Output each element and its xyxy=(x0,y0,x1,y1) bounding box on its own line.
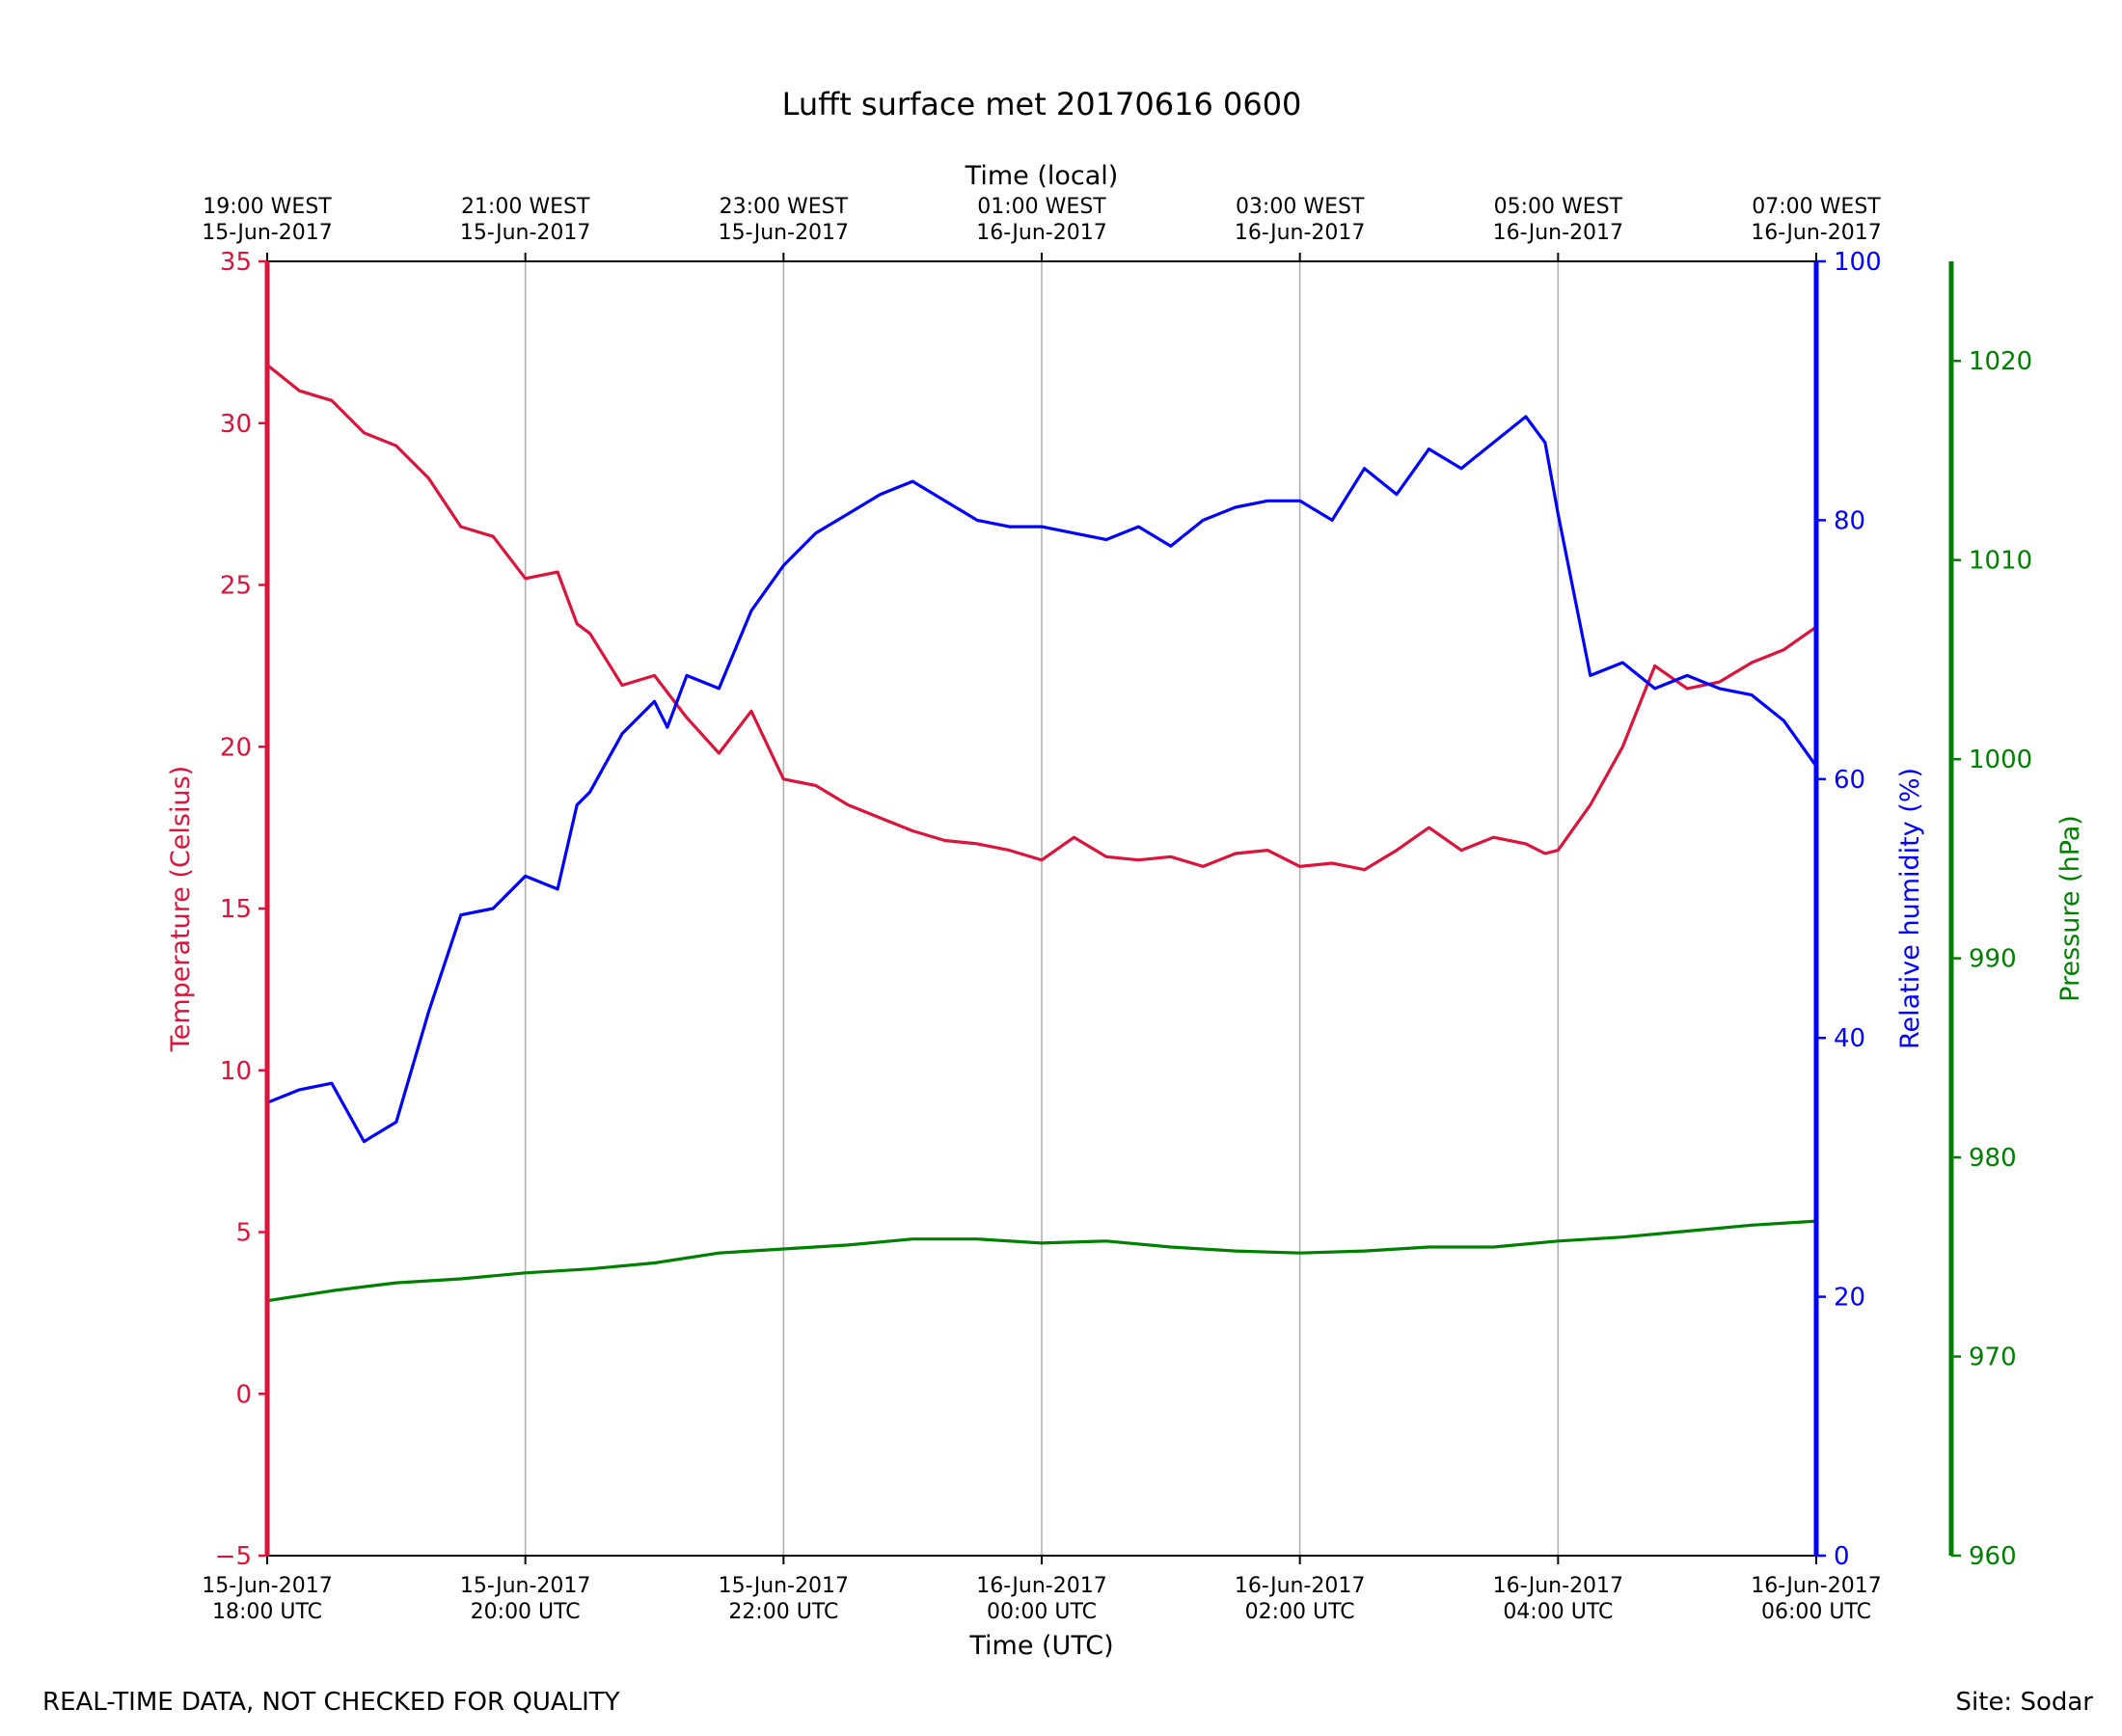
temperature-tick-label: 10 xyxy=(220,1057,252,1086)
x-bottom-tick-label: 04:00 UTC xyxy=(1503,1600,1613,1624)
x-top-tick-label: 16-Jun-2017 xyxy=(976,221,1106,245)
x-top-tick-label: 03:00 WEST xyxy=(1236,195,1365,219)
temperature-tick-label: 20 xyxy=(220,733,252,762)
site-label: Site: Sodar xyxy=(1955,1688,2093,1717)
pressure-axis-label: Pressure (hPa) xyxy=(2055,815,2085,1002)
temperature-tick-label: 15 xyxy=(220,895,252,924)
chart-title: Lufft surface met 20170616 0600 xyxy=(782,86,1302,122)
x-bottom-tick-label: 00:00 UTC xyxy=(987,1600,1097,1624)
x-top-tick-label: 15-Jun-2017 xyxy=(202,221,332,245)
x-bottom-tick-label: 16-Jun-2017 xyxy=(1493,1574,1623,1598)
pressure-tick-label: 1000 xyxy=(1969,746,2032,774)
pressure-series-line xyxy=(265,1219,1818,1303)
temperature-series-line xyxy=(265,363,1818,872)
x-bottom-axis-label: Time (UTC) xyxy=(968,1631,1113,1661)
x-bottom-tick-label: 02:00 UTC xyxy=(1245,1600,1355,1624)
pressure-tick-label: 960 xyxy=(1969,1542,2017,1571)
x-top-axis-label: Time (local) xyxy=(965,161,1119,191)
temperature-tick-label: −5 xyxy=(215,1542,252,1571)
x-bottom-tick-label: 15-Jun-2017 xyxy=(719,1574,849,1598)
temperature-tick-label: 5 xyxy=(235,1219,252,1248)
humidity-tick-label: 100 xyxy=(1834,248,1882,277)
pressure-tick-label: 980 xyxy=(1969,1144,2017,1173)
pressure-tick-label: 1020 xyxy=(1969,347,2032,376)
temperature-axis-label: Temperature (Celsius) xyxy=(166,766,196,1052)
x-top-tick-label: 23:00 WEST xyxy=(720,195,849,219)
humidity-tick-label: 20 xyxy=(1834,1284,1865,1313)
grid-layer xyxy=(524,261,1560,1556)
x-top-tick-label: 16-Jun-2017 xyxy=(1235,221,1365,245)
humidity-tick-label: 60 xyxy=(1834,766,1865,795)
x-top-tick-label: 21:00 WEST xyxy=(461,195,590,219)
series-layer xyxy=(265,363,1818,1303)
pressure-tick-label: 1010 xyxy=(1969,547,2032,576)
x-bottom-tick-label: 20:00 UTC xyxy=(471,1600,581,1624)
x-bottom-tick-label: 16-Jun-2017 xyxy=(1751,1574,1881,1598)
x-top-tick-label: 16-Jun-2017 xyxy=(1493,221,1623,245)
temperature-tick-label: 30 xyxy=(220,410,252,439)
x-bottom-tick-label: 22:00 UTC xyxy=(728,1600,838,1624)
x-bottom-tick-label: 15-Jun-2017 xyxy=(460,1574,590,1598)
humidity-tick-label: 80 xyxy=(1834,506,1865,535)
x-bottom-tick-label: 16-Jun-2017 xyxy=(976,1574,1106,1598)
quality-disclaimer: REAL-TIME DATA, NOT CHECKED FOR QUALITY xyxy=(42,1688,620,1717)
x-bottom-tick-label: 15-Jun-2017 xyxy=(202,1574,332,1598)
temperature-tick-label: 25 xyxy=(220,572,252,601)
x-top-tick-label: 07:00 WEST xyxy=(1752,195,1881,219)
humidity-tick-label: 0 xyxy=(1834,1542,1850,1571)
labels-layer: Lufft surface met 20170616 0600 Time (lo… xyxy=(166,86,2085,1661)
temperature-tick-label: 0 xyxy=(235,1380,252,1409)
humidity-axis-label: Relative humidity (%) xyxy=(1895,768,1925,1049)
pressure-tick-label: 990 xyxy=(1969,945,2017,974)
x-top-tick-label: 16-Jun-2017 xyxy=(1751,221,1881,245)
x-top-tick-label: 05:00 WEST xyxy=(1494,195,1623,219)
temperature-tick-label: 35 xyxy=(220,248,252,277)
pressure-tick-label: 970 xyxy=(1969,1343,2017,1372)
x-top-tick-label: 15-Jun-2017 xyxy=(460,221,590,245)
axes-layer xyxy=(264,260,1954,1557)
x-bottom-tick-label: 16-Jun-2017 xyxy=(1235,1574,1365,1598)
x-top-tick-label: 15-Jun-2017 xyxy=(719,221,849,245)
x-top-tick-label: 19:00 WEST xyxy=(203,195,332,219)
humidity-series-line xyxy=(265,415,1818,1144)
x-bottom-tick-label: 18:00 UTC xyxy=(212,1600,322,1624)
x-top-tick-label: 01:00 WEST xyxy=(977,195,1106,219)
humidity-tick-label: 40 xyxy=(1834,1024,1865,1053)
x-bottom-tick-label: 06:00 UTC xyxy=(1761,1600,1871,1624)
